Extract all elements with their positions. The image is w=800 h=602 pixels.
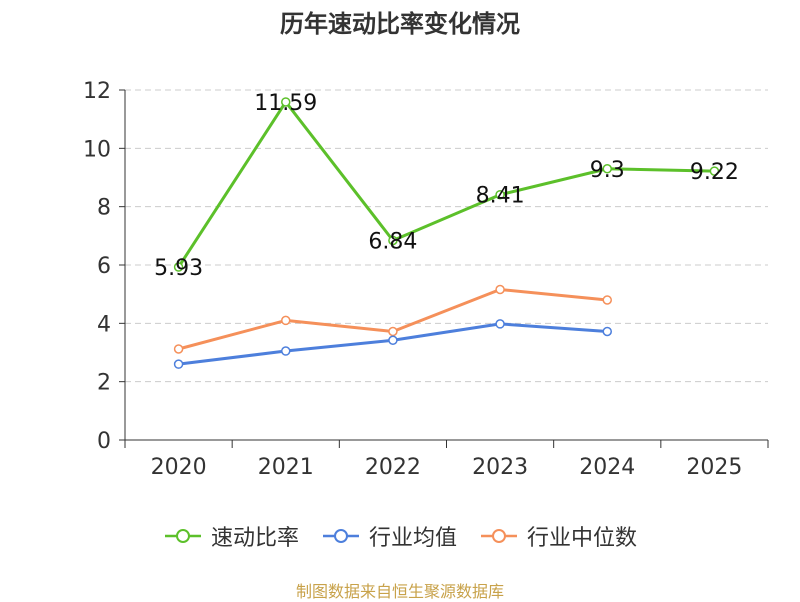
source-footer: 制图数据来自恒生聚源数据库 [295,582,504,601]
legend-label: 速动比率 [210,526,299,551]
data-label: 11.59 [254,91,317,116]
data-label: 9.3 [590,158,625,183]
data-point [495,189,505,200]
data-point [173,262,184,272]
legend-marker-industry-mean [322,529,359,543]
data-labels: 5.93 11.59 6.84 8.41 9.3 9.22 [154,91,739,281]
y-tick-label: 8 [97,196,111,221]
data-label: 6.84 [368,230,417,255]
legend-item-industry-mean[interactable]: 行业均值 [321,520,457,552]
data-point [388,235,398,246]
x-tick-label: 2024 [579,455,635,480]
data-point [281,315,291,326]
chart-title: 历年速动比率变化情况 [280,10,520,38]
x-tick-label: 2021 [258,455,314,480]
y-tick-label: 4 [97,312,111,337]
legend-item-quick-ratio[interactable]: 速动比率 [163,520,299,552]
y-tick-label: 0 [97,429,111,454]
axes: 0 2 4 6 8 10 12 2020 2021 2022 2023 2024 2025 [83,79,769,480]
legend: 速动比率 行业均值 行业中位数 [0,520,800,552]
data-label: 8.41 [476,184,525,209]
legend-marker-quick-ratio [164,529,201,543]
x-tick-label: 2020 [151,455,207,480]
y-tick-label: 12 [83,79,111,104]
data-point [281,97,291,107]
data-point [281,346,291,356]
data-point [173,359,184,369]
legend-label: 行业中位数 [527,526,638,551]
data-point [602,164,612,174]
legend-item-industry-median[interactable]: 行业中位数 [479,520,637,552]
x-tick-label: 2022 [365,455,421,480]
legend-label: 行业均值 [368,526,457,551]
y-tick-label: 10 [83,137,111,162]
data-point [602,295,612,305]
data-label: 5.93 [154,256,203,281]
y-tick-label: 6 [97,254,111,279]
x-tick-label: 2025 [686,455,742,480]
x-tick-label: 2023 [472,455,528,480]
series-line [177,100,715,268]
data-point [495,319,505,329]
data-point [709,166,720,176]
data-point [388,326,398,337]
data-point [495,284,505,295]
legend-marker-industry-median [481,529,517,543]
data-point [388,335,398,345]
series-layer [173,97,720,369]
y-tick-label: 2 [97,371,111,396]
grid-lines [125,89,768,383]
data-point [602,326,612,337]
data-label: 9.22 [690,160,739,185]
data-point [173,344,184,354]
